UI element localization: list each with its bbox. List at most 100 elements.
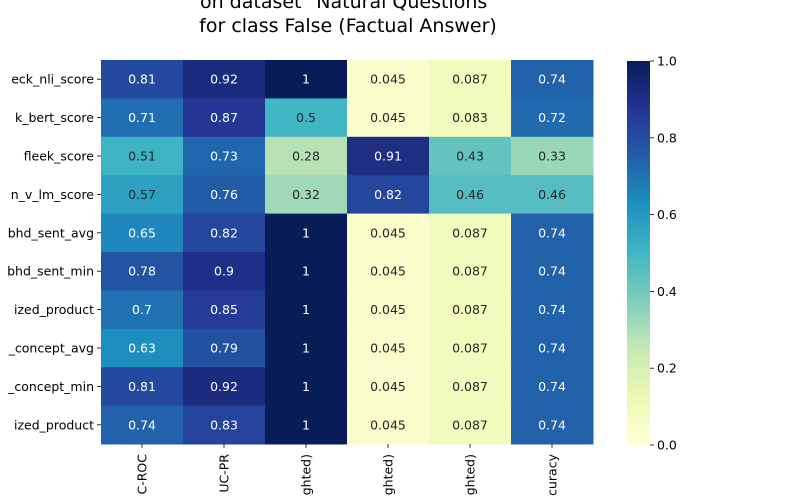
heatmap-cell-label: 0.76	[210, 187, 238, 202]
heatmap-cell-r7-c3	[347, 328, 430, 368]
heatmap-cell-label: 0.045	[370, 110, 406, 125]
heatmap-cell-r6-c1	[183, 290, 266, 330]
heatmap-cell-label: 0.51	[128, 149, 156, 164]
heatmap-cell-label: 0.91	[374, 149, 402, 164]
heatmap-cell-r7-c1	[183, 328, 266, 368]
heatmap-cell-r7-c2	[265, 328, 348, 368]
heatmap-cell-r5-c1	[183, 252, 266, 291]
row-tick-label: n_v_lm_score	[11, 187, 95, 202]
heatmap-cell-r1-c2	[265, 98, 348, 138]
heatmap-cell-label: 0.63	[128, 341, 156, 356]
heatmap-cell-label: 1	[302, 379, 310, 394]
heatmap-cell-label: 0.81	[128, 72, 156, 87]
heatmap-cell-r9-c1	[183, 405, 266, 445]
heatmap-cell-label: 0.74	[538, 264, 566, 279]
heatmap-cell-r3-c0	[101, 175, 184, 215]
heatmap-cell-label: 1	[302, 341, 310, 356]
heatmap-cell-label: 0.32	[292, 187, 320, 202]
heatmap-cell-label: 0.46	[456, 187, 484, 202]
heatmap-cell-r4-c5	[511, 213, 594, 253]
heatmap-cell-r7-c0	[101, 328, 184, 368]
heatmap-cell-r1-c1	[183, 98, 266, 138]
heatmap-cell-label: 0.78	[128, 264, 156, 279]
heatmap-cell-r9-c0	[101, 405, 184, 445]
heatmap-cell-label: 1	[302, 225, 310, 240]
heatmap-cell-r0-c4	[429, 60, 512, 99]
heatmap-cell-label: 0.57	[128, 187, 156, 202]
heatmap-cell-r7-c4	[429, 328, 512, 368]
heatmap-cell-label: 0.28	[292, 149, 320, 164]
heatmap-cell-label: 0.74	[128, 417, 156, 432]
row-tick-label: eck_nli_score	[11, 72, 94, 87]
heatmap-cell-label: 0.82	[210, 225, 238, 240]
heatmap-cell-label: 0.43	[456, 149, 484, 164]
heatmap-cell-r0-c2	[265, 60, 348, 99]
heatmap-cell-label: 0.33	[538, 149, 566, 164]
heatmap-cell-r3-c4	[429, 175, 512, 215]
heatmap-cell-r7-c5	[511, 328, 594, 368]
heatmap-cell-label: 0.087	[452, 264, 488, 279]
row-tick-label: fleek_score	[24, 149, 95, 164]
row-tick-label: _concept_min	[7, 379, 94, 394]
colorbar-tick-label: 0.6	[657, 207, 677, 222]
heatmap-cell-r8-c3	[347, 367, 430, 407]
heatmap-cell-label: 0.087	[452, 379, 488, 394]
heatmap-cell-r3-c1	[183, 175, 266, 215]
heatmap-cell-r0-c1	[183, 60, 266, 99]
heatmap-cell-r3-c3	[347, 175, 430, 215]
heatmap-cell-label: 0.087	[452, 341, 488, 356]
heatmap-cell-label: 0.74	[538, 225, 566, 240]
row-tick-label: _concept_avg	[8, 341, 94, 356]
heatmap-cell-r1-c4	[429, 98, 512, 138]
heatmap-cell-r9-c5	[511, 405, 594, 445]
column-tick-label: curacy	[545, 453, 560, 495]
column-tick-label: ghted)	[299, 454, 314, 495]
heatmap-cell-label: 0.72	[538, 110, 566, 125]
heatmap-cell-r9-c4	[429, 405, 512, 445]
heatmap-cell-label: 0.087	[452, 225, 488, 240]
heatmap-cell-r6-c3	[347, 290, 430, 330]
heatmap-cell-r8-c2	[265, 367, 348, 407]
heatmap-cell-label: 0.045	[370, 264, 406, 279]
colorbar-tick-label: 0.0	[657, 438, 677, 453]
colorbar-gradient	[627, 61, 650, 445]
column-tick-label: ghted)	[463, 454, 478, 495]
heatmap-cell-r6-c4	[429, 290, 512, 330]
heatmap-cell-r4-c3	[347, 213, 430, 253]
heatmap-cell-label: 0.79	[210, 341, 238, 356]
heatmap-cell-r4-c2	[265, 213, 348, 253]
heatmap-cell-label: 1	[302, 417, 310, 432]
heatmap-cell-label: 0.045	[370, 72, 406, 87]
heatmap-cell-r4-c4	[429, 213, 512, 253]
heatmap-cell-r8-c4	[429, 367, 512, 407]
heatmap-cell-r2-c5	[511, 136, 594, 176]
heatmap-cell-label: 0.087	[452, 72, 488, 87]
column-tick-label: C-ROC	[135, 454, 150, 495]
heatmap-cell-r1-c5	[511, 98, 594, 138]
heatmap-cell-r2-c2	[265, 136, 348, 176]
heatmap-cell-r3-c2	[265, 175, 348, 215]
heatmap-cell-r8-c0	[101, 367, 184, 407]
heatmap-cell-label: 0.045	[370, 225, 406, 240]
heatmap-cell-r6-c5	[511, 290, 594, 330]
heatmap-cell-r5-c5	[511, 252, 594, 291]
heatmap-cell-label: 0.65	[128, 225, 156, 240]
heatmap-cell-r9-c3	[347, 405, 430, 445]
heatmap-cell-label: 0.045	[370, 417, 406, 432]
heatmap-cell-r0-c3	[347, 60, 430, 99]
heatmap-cell-label: 1	[302, 302, 310, 317]
heatmap-cell-label: 0.083	[452, 110, 488, 125]
column-tick-label: ghted)	[381, 454, 396, 495]
row-tick-label: bhd_sent_avg	[8, 225, 94, 240]
colorbar: 0.0 0.2 0.4 0.6 0.8 1.0	[627, 54, 677, 453]
heatmap-cell-label: 0.087	[452, 302, 488, 317]
heatmap-cell-r5-c0	[101, 252, 184, 291]
heatmap-cell-r5-c3	[347, 252, 430, 291]
heatmap-cell-label: 0.85	[210, 302, 238, 317]
chart-title-line-2: for class False (Factual Answer)	[199, 15, 497, 37]
heatmap-cell-label: 0.5	[296, 110, 316, 125]
heatmap-cell-r2-c1	[183, 136, 266, 176]
heatmap-cell-r5-c2	[265, 252, 348, 291]
heatmap-cell-label: 0.045	[370, 379, 406, 394]
heatmap-cell-label: 0.74	[538, 417, 566, 432]
